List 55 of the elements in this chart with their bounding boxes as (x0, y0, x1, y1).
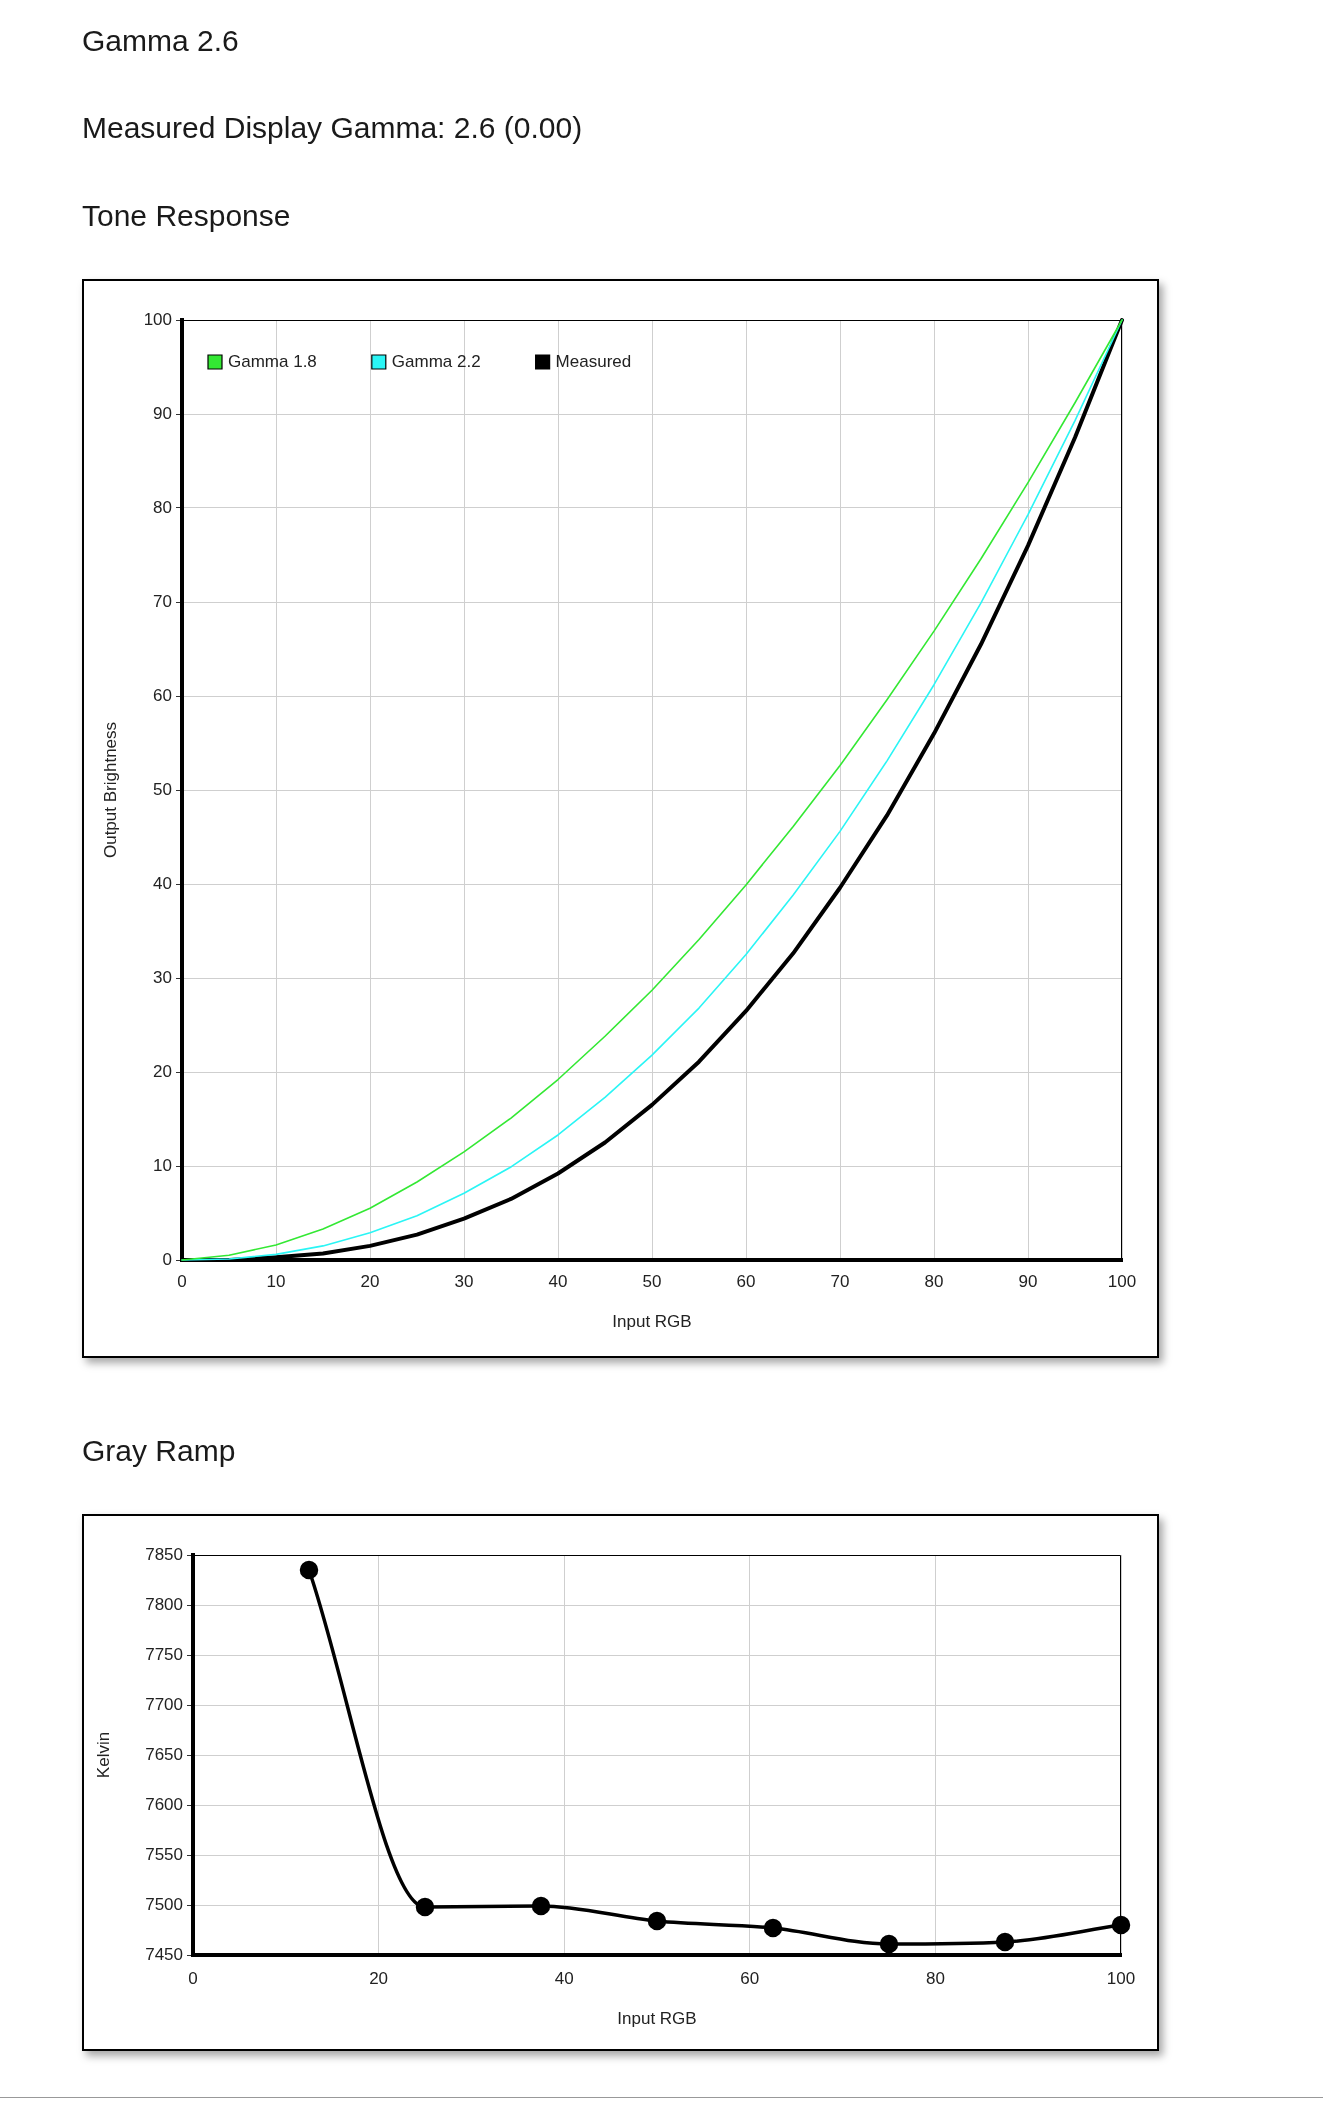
y-tick-label: 7500 (145, 1894, 183, 1914)
point (1111, 1915, 1131, 1935)
y-tick-label: 7850 (145, 1544, 183, 1564)
x-tick-label: 40 (548, 1271, 568, 1291)
y-tick-label: 90 (153, 403, 172, 423)
y-tick-label: 7750 (145, 1644, 183, 1664)
x-tick-label: 20 (369, 1968, 389, 1988)
y-tick-label: 30 (153, 967, 172, 987)
point (531, 1896, 551, 1916)
y-tick-label: 7450 (145, 1944, 183, 1964)
x-tick-label: 30 (454, 1271, 474, 1291)
x-tick-label: 40 (554, 1968, 574, 1988)
y-tick-label: 70 (153, 591, 172, 611)
point (647, 1911, 667, 1931)
legend-label: Measured (555, 351, 632, 371)
chart-title: Gray Ramp (82, 1433, 236, 1467)
x-tick-label: 60 (736, 1271, 756, 1291)
point (763, 1918, 783, 1938)
y-tick-label: 10 (153, 1155, 172, 1175)
x-tick-label: 80 (925, 1968, 945, 1988)
x-tick-label: 20 (360, 1271, 380, 1291)
point (415, 1897, 435, 1917)
x-axis-title: Input RGB (612, 1312, 692, 1332)
x-tick-label: 10 (266, 1271, 286, 1291)
x-tick-label: 90 (1018, 1271, 1038, 1291)
point (995, 1932, 1015, 1952)
y-tick-label: 7600 (145, 1794, 183, 1814)
y-tick-label: 7800 (145, 1594, 183, 1614)
point (299, 1560, 319, 1580)
y-tick-label: 100 (143, 309, 172, 329)
y-tick-label: 7550 (145, 1844, 183, 1864)
x-tick-label: 60 (740, 1968, 760, 1988)
y-tick-label: 60 (153, 685, 172, 705)
x-tick-label: 0 (188, 1968, 198, 1988)
y-tick-label: 40 (153, 873, 172, 893)
x-tick-label: 50 (642, 1271, 662, 1291)
legend-label: Gamma 1.8 (228, 351, 317, 371)
y-tick-label: 0 (162, 1249, 172, 1269)
x-tick-label: 100 (1106, 1968, 1136, 1988)
x-tick-label: 70 (830, 1271, 850, 1291)
x-tick-label: 80 (924, 1271, 944, 1291)
legend-label: Gamma 2.2 (391, 351, 481, 371)
y-axis-title: Kelvin (93, 1731, 113, 1779)
y-tick-label: 7700 (145, 1694, 183, 1714)
x-tick-label: 100 (1107, 1271, 1137, 1291)
y-axis-title: Output Brightness (100, 721, 120, 859)
point (879, 1934, 899, 1954)
text: Gamma 2.6 (82, 23, 239, 57)
x-axis-title: Input RGB (617, 2009, 697, 2029)
y-tick-label: 80 (153, 497, 172, 517)
chart-title: Tone Response (82, 198, 291, 232)
text: Measured Display Gamma: 2.6 (0.00) (82, 111, 583, 145)
y-tick-label: 20 (153, 1061, 172, 1081)
y-tick-label: 50 (153, 779, 172, 799)
y-tick-label: 7650 (145, 1744, 183, 1764)
